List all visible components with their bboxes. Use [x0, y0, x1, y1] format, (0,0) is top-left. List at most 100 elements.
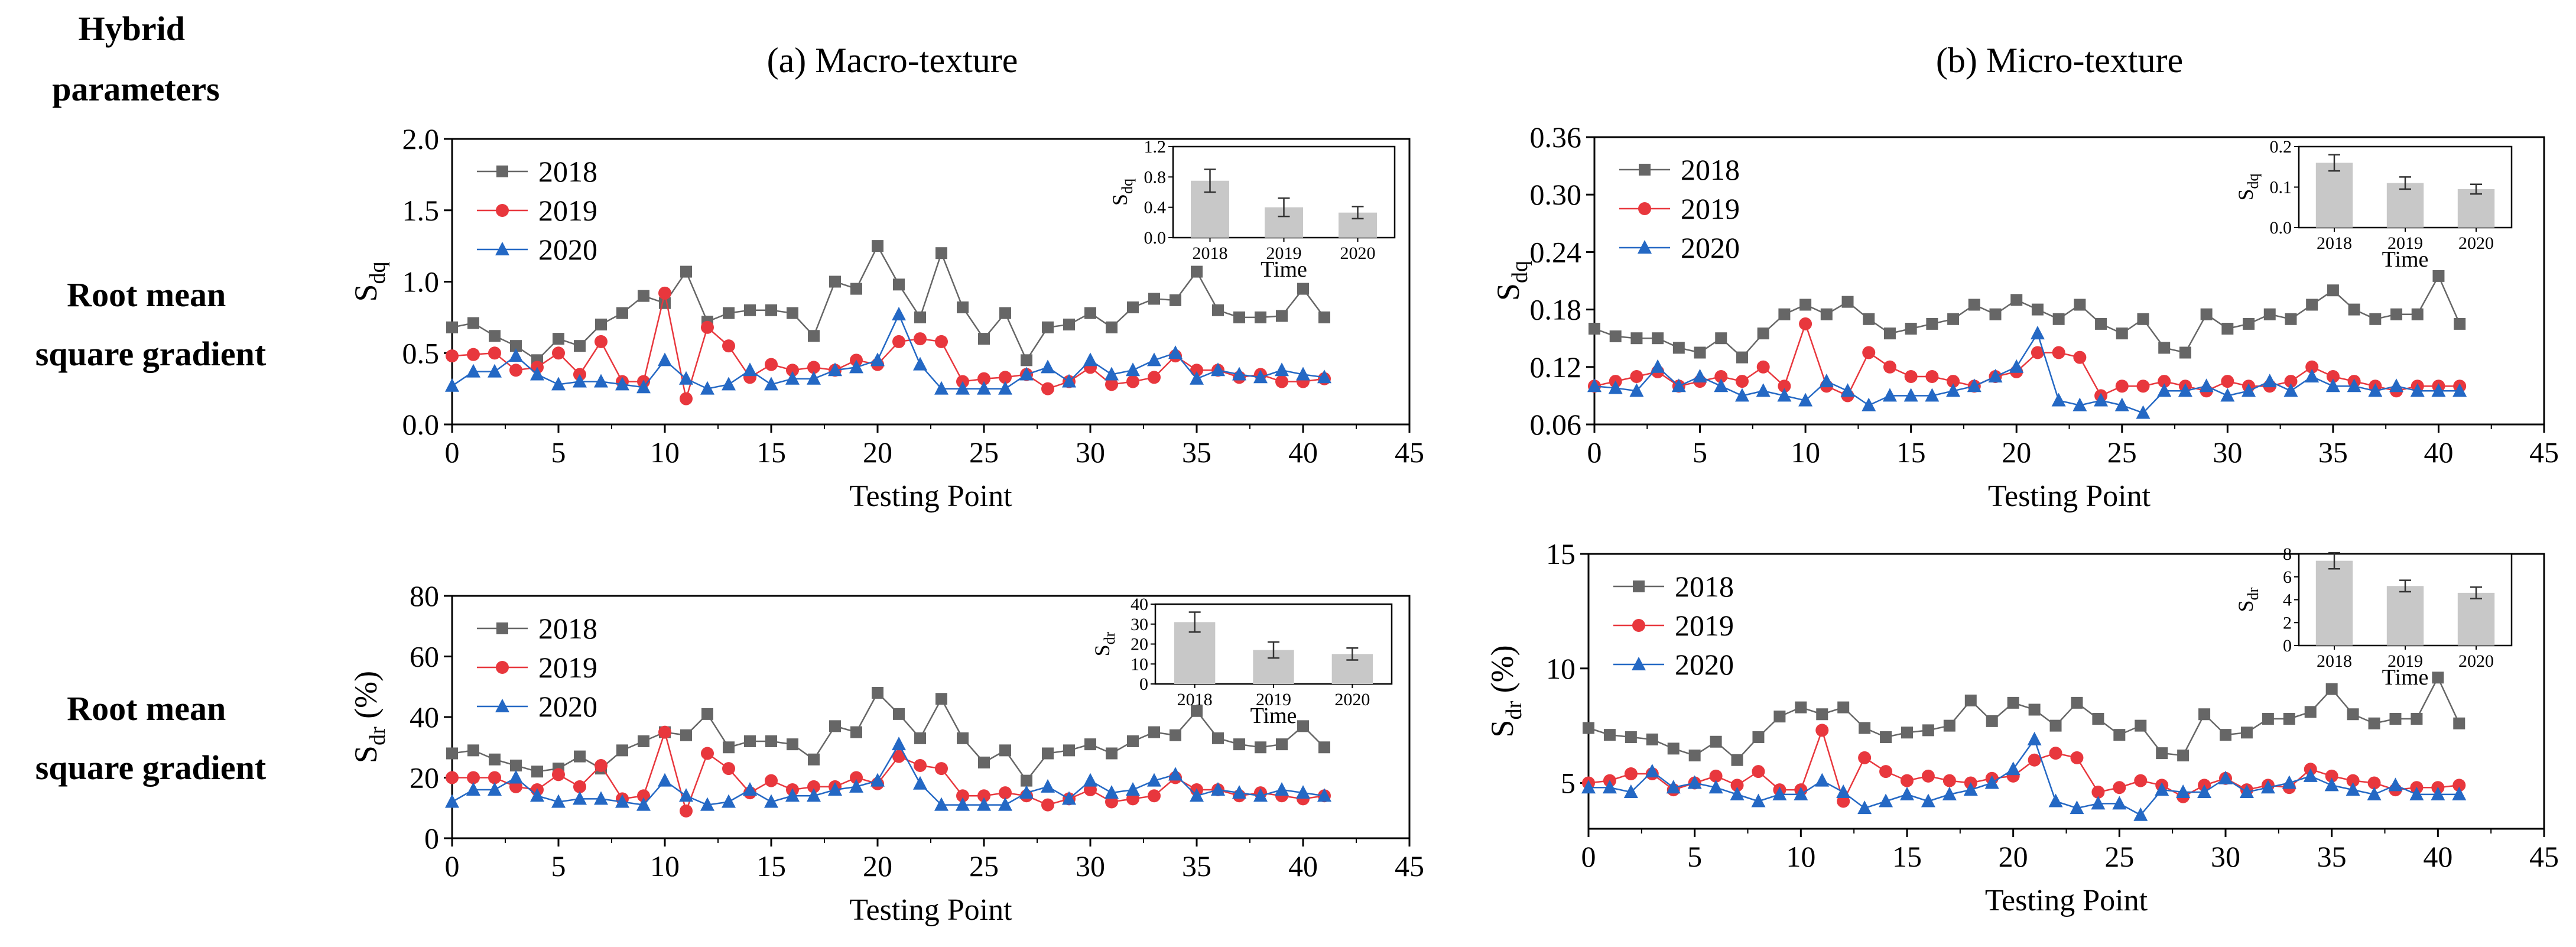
row-header: Hybrid parameters [52, 9, 219, 108]
inset-y-axis-label-main: S [1090, 644, 1114, 656]
point-2019 [892, 335, 905, 348]
point-2020 [1581, 780, 1596, 794]
point-2020 [1734, 388, 1749, 402]
point-2019 [1756, 360, 1770, 374]
point-2018 [2389, 713, 2402, 725]
point-2020 [2409, 786, 2424, 800]
point-2019 [637, 789, 650, 803]
point-2020 [1840, 383, 1855, 397]
point-2020 [1083, 352, 1097, 367]
point-2020 [1666, 780, 1681, 794]
point-2018 [2158, 342, 2171, 354]
x-tick-label: 40 [2423, 840, 2452, 873]
point-2018 [2221, 323, 2234, 335]
x-tick-label: 15 [756, 436, 786, 469]
y-tick-label: 0.24 [1530, 235, 1582, 268]
point-2018 [1731, 754, 1743, 766]
point-2018 [1191, 265, 1203, 278]
point-2018 [2052, 313, 2065, 325]
inset-x-tick-label: 2018 [2317, 233, 2352, 253]
point-2019 [1105, 378, 1118, 391]
point-2019 [2326, 370, 2340, 383]
point-2018 [1778, 308, 1791, 320]
point-2020 [1794, 786, 1808, 800]
point-2019 [1921, 769, 1935, 783]
point-2019 [595, 759, 608, 772]
point-2020 [1988, 369, 2003, 382]
point-2020 [530, 788, 544, 802]
point-2018 [1795, 701, 1807, 714]
point-2018 [850, 726, 862, 738]
point-2020 [1296, 785, 1310, 799]
point-2018 [680, 729, 692, 741]
inset-bar-2020 [2457, 189, 2495, 228]
point-2019 [1904, 370, 1918, 383]
point-2020 [1019, 785, 1034, 799]
x-tick-label: 5 [1693, 436, 1707, 469]
point-2018 [957, 732, 969, 744]
point-2020 [1062, 374, 1076, 388]
point-2018 [595, 318, 607, 330]
point-2018 [1989, 308, 2002, 320]
inset-x-axis-label: Time [2382, 247, 2429, 272]
point-2020 [594, 374, 608, 388]
point-2020 [1967, 378, 1981, 393]
point-2018 [1148, 726, 1160, 738]
y-axis-label-sub: dq [1508, 261, 1532, 283]
point-2020 [1819, 374, 1834, 388]
point-2018 [1084, 738, 1096, 751]
point-2018 [1943, 719, 1955, 732]
point-2020 [956, 797, 970, 811]
x-tick-label: 40 [1288, 849, 1318, 883]
point-2020 [1232, 785, 1246, 799]
inset-bar-2018 [2315, 163, 2353, 228]
inset-y-tick-label: 0.1 [2270, 178, 2292, 197]
point-2019 [488, 771, 501, 784]
point-2020 [509, 348, 523, 362]
point-2020 [1602, 780, 1617, 794]
point-2018 [1255, 741, 1266, 754]
point-2019 [1735, 375, 1749, 388]
point-2020 [1608, 380, 1623, 394]
point-2020 [1651, 359, 1665, 373]
inset-x-tick-label: 2020 [2458, 651, 2494, 671]
legend-marker-2018 [496, 622, 508, 634]
inset-y-tick-label: 2 [2283, 613, 2292, 633]
x-tick-label: 5 [551, 849, 566, 883]
point-2018 [893, 278, 905, 291]
legend-label-2019: 2019 [1681, 192, 1740, 225]
point-2019 [2115, 380, 2129, 393]
point-2020 [488, 782, 502, 796]
point-2018 [1710, 735, 1722, 748]
point-2018 [1947, 313, 1960, 325]
point-2018 [1127, 301, 1139, 313]
point-2020 [2112, 796, 2127, 810]
point-2018 [1694, 346, 1706, 359]
inset-x-tick-label: 2019 [1256, 690, 1291, 709]
point-2020 [1168, 767, 1183, 781]
legend-label-2020: 2020 [538, 233, 597, 266]
point-2019 [807, 780, 820, 793]
point-2018 [1589, 323, 1600, 335]
point-2020 [573, 374, 587, 388]
point-2020 [977, 381, 991, 395]
legend-label-2020: 2020 [1681, 231, 1740, 264]
point-2018 [1964, 695, 1977, 706]
point-2020 [722, 794, 736, 808]
point-2019 [552, 768, 565, 781]
point-2020 [636, 797, 651, 811]
point-2020 [1777, 388, 1792, 402]
point-2019 [1190, 364, 1203, 377]
legend-label-2019: 2019 [538, 194, 597, 227]
legend-marker-2020 [1638, 240, 1652, 254]
point-2018 [2137, 313, 2149, 325]
point-2020 [2073, 397, 2087, 411]
point-2020 [1730, 786, 1745, 800]
point-2018 [957, 301, 969, 313]
point-2020 [2239, 784, 2254, 798]
point-2019 [1883, 360, 1896, 374]
point-2019 [1942, 774, 1956, 787]
point-2018 [2283, 713, 2295, 725]
inset-y-tick-label: 0.2 [2270, 137, 2292, 157]
